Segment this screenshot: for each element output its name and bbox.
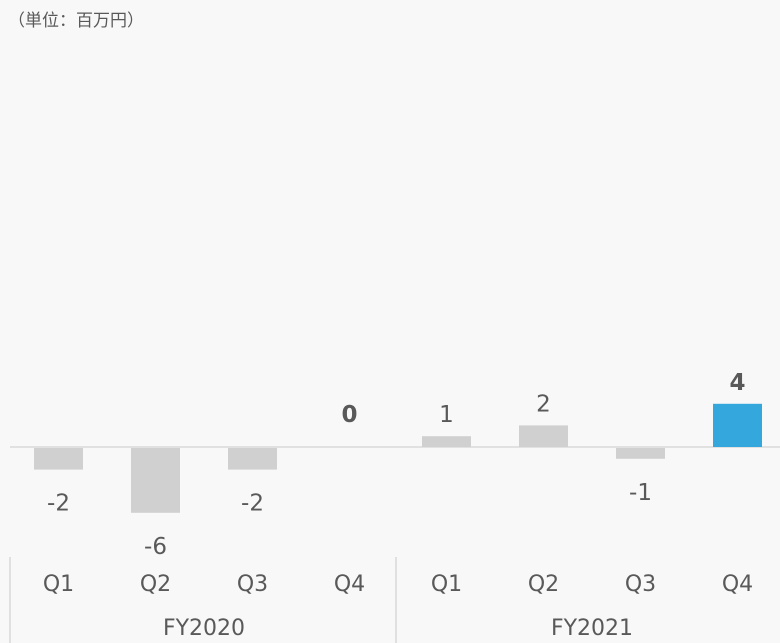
group-label-1: FY2020 xyxy=(163,616,245,641)
category-label-3: Q3 xyxy=(237,572,268,597)
group-label-2: FY2021 xyxy=(551,616,633,641)
category-label-8: Q4 xyxy=(722,572,753,597)
value-label-1: -2 xyxy=(47,491,70,517)
category-label-1: Q1 xyxy=(43,572,74,597)
bar-1 xyxy=(34,448,83,470)
value-label-7: -1 xyxy=(629,480,652,506)
category-label-4: Q4 xyxy=(334,572,365,597)
category-label-5: Q1 xyxy=(431,572,462,597)
bar-6 xyxy=(519,425,568,447)
bar-7 xyxy=(616,448,665,459)
bar-8 xyxy=(713,403,762,447)
unit-label: （単位：百万円） xyxy=(8,11,144,31)
value-label-6: 2 xyxy=(536,391,551,417)
value-label-8: 4 xyxy=(729,370,745,396)
bar-3 xyxy=(228,448,277,470)
category-label-2: Q2 xyxy=(140,572,171,597)
category-label-6: Q2 xyxy=(528,572,559,597)
value-label-4: 0 xyxy=(341,402,357,428)
bar-2 xyxy=(131,448,180,513)
bar-5 xyxy=(422,436,471,447)
value-label-3: -2 xyxy=(241,491,264,517)
category-label-7: Q3 xyxy=(625,572,656,597)
value-label-2: -6 xyxy=(144,534,167,560)
value-label-5: 1 xyxy=(439,402,454,428)
